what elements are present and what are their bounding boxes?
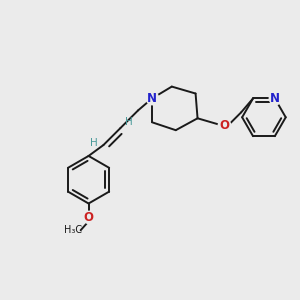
Text: O: O [84, 211, 94, 224]
Text: N: N [270, 92, 280, 105]
Text: N: N [147, 92, 157, 105]
Text: H: H [125, 117, 133, 127]
Text: O: O [219, 119, 229, 132]
Text: H₃C: H₃C [64, 225, 82, 235]
Text: H: H [90, 138, 98, 148]
